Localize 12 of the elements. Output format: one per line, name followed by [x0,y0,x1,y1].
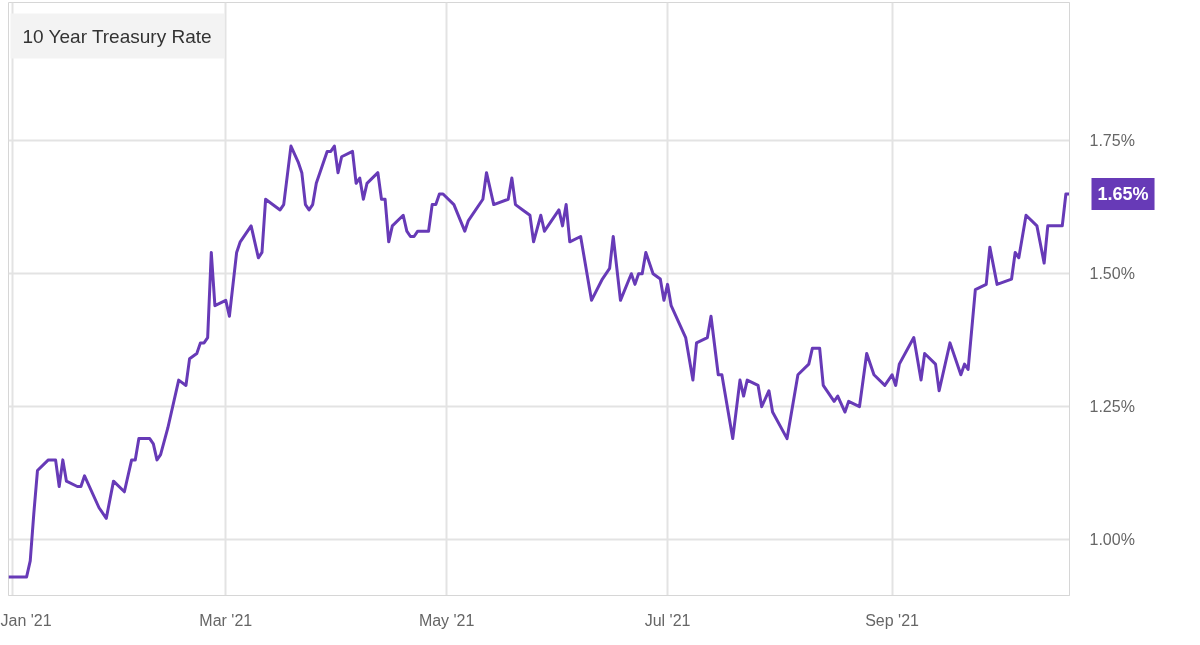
x-tick-label: Jul '21 [644,611,691,629]
y-tick-label: 1.00% [1089,531,1135,549]
x-tick-label: Mar '21 [199,611,253,629]
x-tick-label: Sep '21 [865,611,920,629]
y-tick-label: 1.75% [1089,132,1135,150]
text: 10 Year Treasury Rate [22,25,212,47]
annotation: 1.65% [1097,183,1149,204]
y-tick-label: 1.50% [1089,265,1135,283]
x-tick-label: May '21 [418,611,475,629]
line-series [8,144,1070,579]
x-tick-label: Jan '21 [0,611,52,629]
y-tick-label: 1.25% [1089,398,1135,416]
